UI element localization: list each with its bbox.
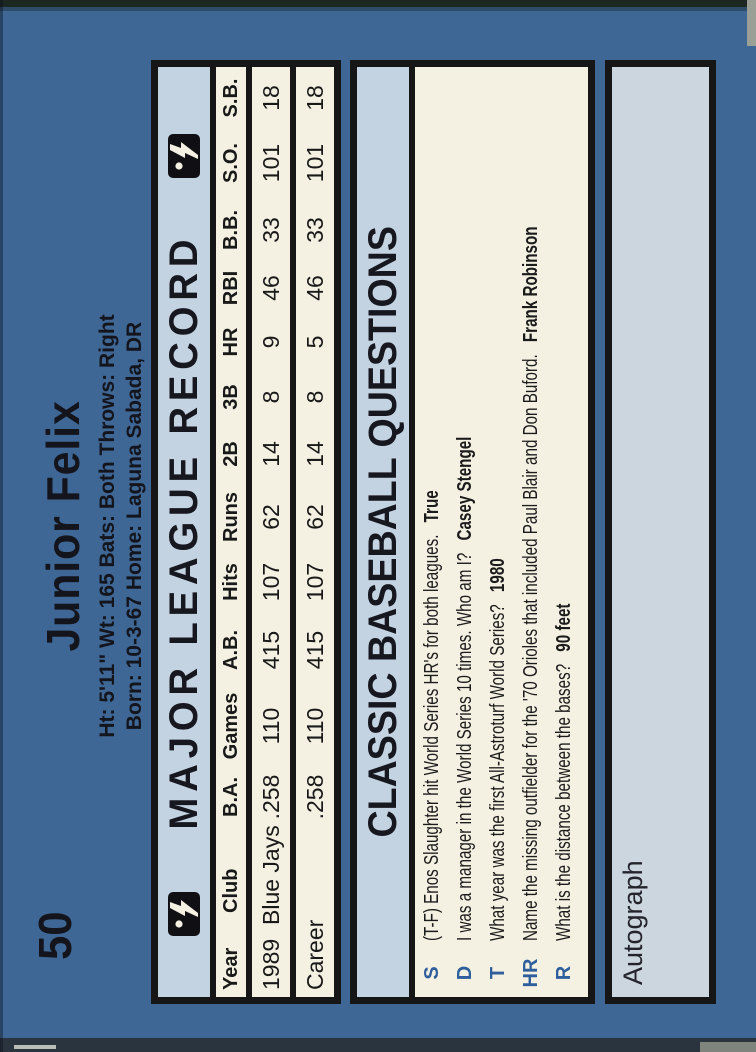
scan-edge-top bbox=[0, 0, 756, 7]
question-text: (T-F) Enos Slaughter hit World Series HR… bbox=[421, 534, 443, 941]
stat-value: 18 bbox=[257, 85, 284, 111]
question-answer: 1980 bbox=[487, 558, 509, 593]
stat-value: 14 bbox=[301, 441, 328, 467]
question-line: R What is the distance between the bases… bbox=[548, 67, 581, 997]
stat-value: 5 bbox=[301, 335, 328, 349]
player-bio-line-2: Born: 10-3-67 Home: Laguna Sabada, DR bbox=[123, 321, 146, 731]
scan-edge-top-shadow bbox=[0, 7, 756, 11]
question-prefix: R bbox=[553, 965, 575, 981]
questions-panel-title: CLASSIC BASEBALL QUESTIONS bbox=[360, 226, 405, 838]
stat-value: 33 bbox=[301, 217, 328, 243]
col-header: S.B. bbox=[219, 78, 242, 118]
stat-value: 8 bbox=[301, 390, 328, 404]
classic-baseball-questions-panel: CLASSIC BASEBALL QUESTIONS S (T-F) Enos … bbox=[350, 60, 595, 1004]
question-line: HR Name the missing outfielder for the '… bbox=[515, 67, 548, 997]
stat-value: 110 bbox=[301, 707, 328, 745]
col-header: S.O. bbox=[219, 143, 242, 184]
stat-value: 9 bbox=[257, 335, 284, 349]
stat-club: Blue Jays bbox=[257, 825, 284, 925]
stat-value: 107 bbox=[257, 562, 284, 602]
stat-value: 107 bbox=[301, 562, 328, 602]
question-text: What year was the first All-Astroturf Wo… bbox=[487, 604, 509, 941]
scan-edge-artifact bbox=[14, 1045, 56, 1049]
col-header: B.B. bbox=[219, 210, 242, 250]
player-bio-line-1: Ht: 5'11" Wt: 165 Bats: Both Throws: Rig… bbox=[96, 314, 119, 738]
mlb-logo-icon bbox=[168, 134, 200, 178]
stat-value: 101 bbox=[257, 143, 284, 183]
stat-value: 33 bbox=[257, 217, 284, 243]
stat-value: .258 bbox=[257, 774, 284, 820]
questions-title-band: CLASSIC BASEBALL QUESTIONS bbox=[357, 67, 415, 997]
stat-value: 18 bbox=[301, 85, 328, 111]
questions-list: S (T-F) Enos Slaughter hit World Series … bbox=[415, 67, 581, 997]
question-answer: Frank Robinson bbox=[520, 226, 542, 343]
player-name: Junior Felix bbox=[36, 0, 90, 1052]
stat-year: 1989 bbox=[257, 938, 284, 990]
stat-value: .258 bbox=[301, 774, 328, 820]
stat-value: 415 bbox=[257, 630, 284, 670]
question-text: What is the distance between the bases? bbox=[553, 663, 575, 941]
question-line: S (T-F) Enos Slaughter hit World Series … bbox=[416, 67, 449, 997]
question-prefix: S bbox=[421, 966, 443, 980]
col-header: B.A. bbox=[219, 777, 242, 817]
question-answer: Casey Stengel bbox=[454, 436, 476, 541]
col-header: Year bbox=[219, 947, 242, 990]
scan-edge-left bbox=[0, 0, 3, 1052]
autograph-label: Autograph bbox=[618, 860, 648, 985]
col-header: Hits bbox=[219, 563, 242, 601]
stats-row-career: Career .258 110 415 107 62 14 8 5 46 33 … bbox=[296, 67, 334, 997]
autograph-panel: Autograph bbox=[605, 60, 716, 1004]
scan-edge-bottom bbox=[0, 1038, 756, 1052]
stats-panel-title: MAJOR LEAGUE RECORD bbox=[161, 234, 206, 830]
question-prefix: T bbox=[487, 966, 509, 980]
question-answer: True bbox=[421, 490, 443, 523]
col-header: A.B. bbox=[219, 630, 242, 670]
player-name-text: Junior Felix bbox=[37, 400, 89, 652]
col-header: 3B bbox=[219, 384, 242, 410]
col-header: HR bbox=[219, 327, 242, 357]
question-prefix: HR bbox=[520, 958, 542, 988]
question-text: I was a manager in the World Series 10 t… bbox=[454, 552, 476, 941]
question-prefix: D bbox=[454, 965, 476, 981]
stats-header-row: Year Club B.A. Games A.B. Hits Runs 2B 3… bbox=[216, 67, 252, 997]
stat-value: 46 bbox=[257, 275, 284, 301]
question-text: Name the missing outfielder for the '70 … bbox=[520, 354, 542, 941]
stat-value: 8 bbox=[257, 390, 284, 404]
stats-title-band: MAJOR LEAGUE RECORD bbox=[158, 67, 216, 997]
stat-value: 46 bbox=[301, 275, 328, 301]
question-line: T What year was the first All-Astroturf … bbox=[482, 67, 515, 997]
col-header: Runs bbox=[219, 492, 242, 542]
col-header: Games bbox=[219, 692, 242, 760]
stat-value: 14 bbox=[257, 441, 284, 467]
col-header: Club bbox=[219, 868, 242, 913]
question-answer: 90 feet bbox=[553, 603, 575, 652]
col-header: 2B bbox=[219, 441, 242, 467]
mlb-logo-icon bbox=[168, 892, 200, 936]
stats-row-1989: 1989 Blue Jays .258 110 415 107 62 14 8 … bbox=[252, 67, 296, 997]
scan-edge-corner bbox=[700, 1042, 756, 1052]
major-league-record-panel: MAJOR LEAGUE RECORD Year Club B.A. Games… bbox=[151, 60, 341, 1004]
question-line: D I was a manager in the World Series 10… bbox=[449, 67, 482, 997]
col-header: RBI bbox=[219, 270, 242, 306]
stat-year: Career bbox=[301, 919, 328, 990]
stat-value: 110 bbox=[257, 707, 284, 745]
stat-value: 62 bbox=[257, 504, 284, 530]
stat-value: 62 bbox=[301, 504, 328, 530]
stat-value: 415 bbox=[301, 630, 328, 670]
scan-edge-top-right bbox=[747, 0, 756, 46]
stat-value: 101 bbox=[301, 143, 328, 183]
